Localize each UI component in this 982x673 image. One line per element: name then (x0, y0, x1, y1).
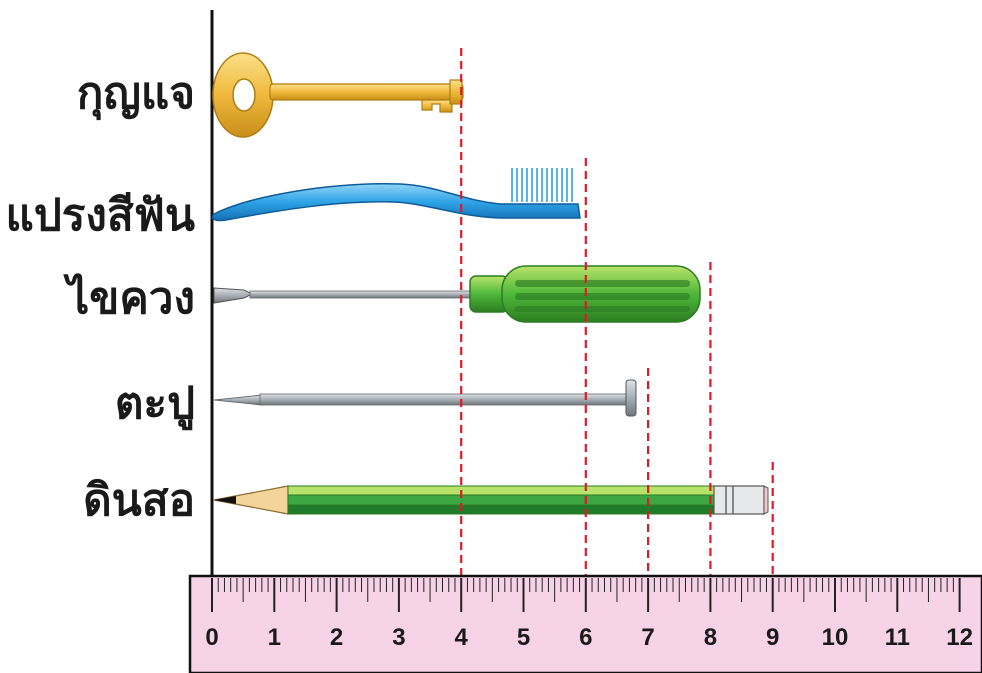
ruler-tick-label: 12 (946, 624, 973, 651)
ruler-tick-label: 9 (766, 624, 779, 651)
screwdriver-image (213, 265, 701, 323)
pencil-image (213, 485, 769, 515)
key-image (212, 52, 464, 138)
label-pencil: ดินสอ (83, 475, 195, 526)
label-key: กุญแจ (77, 68, 195, 121)
label-screwdriver: ไขควง (63, 272, 195, 324)
ruler-ticks (211, 578, 961, 612)
label-toothbrush: แปรงสีฟัน (6, 190, 196, 241)
ruler-labels: 0 1 2 3 4 5 6 7 8 9 10 11 12 (205, 624, 973, 651)
ruler: 0 1 2 3 4 5 6 7 8 9 10 11 12 (188, 574, 982, 673)
ruler-tick-label: 6 (579, 624, 592, 651)
ruler-tick-label: 3 (392, 624, 405, 651)
toothbrush-image (211, 168, 581, 222)
ruler-tick-label: 0 (205, 624, 218, 651)
ruler-tick-label: 2 (330, 624, 343, 651)
nail-image (213, 379, 637, 417)
ruler-tick-label: 4 (455, 624, 469, 651)
ruler-tick-label: 7 (641, 624, 654, 651)
guide-lines (460, 48, 774, 578)
ruler-tick-label: 10 (822, 624, 849, 651)
ruler-tick-label: 5 (517, 624, 530, 651)
ruler-tick-label: 8 (704, 624, 717, 651)
bristles (511, 168, 573, 202)
ruler-tick-label: 11 (885, 624, 910, 651)
label-nail: ตะปู (115, 378, 195, 430)
ruler-tick-label: 1 (268, 624, 281, 651)
